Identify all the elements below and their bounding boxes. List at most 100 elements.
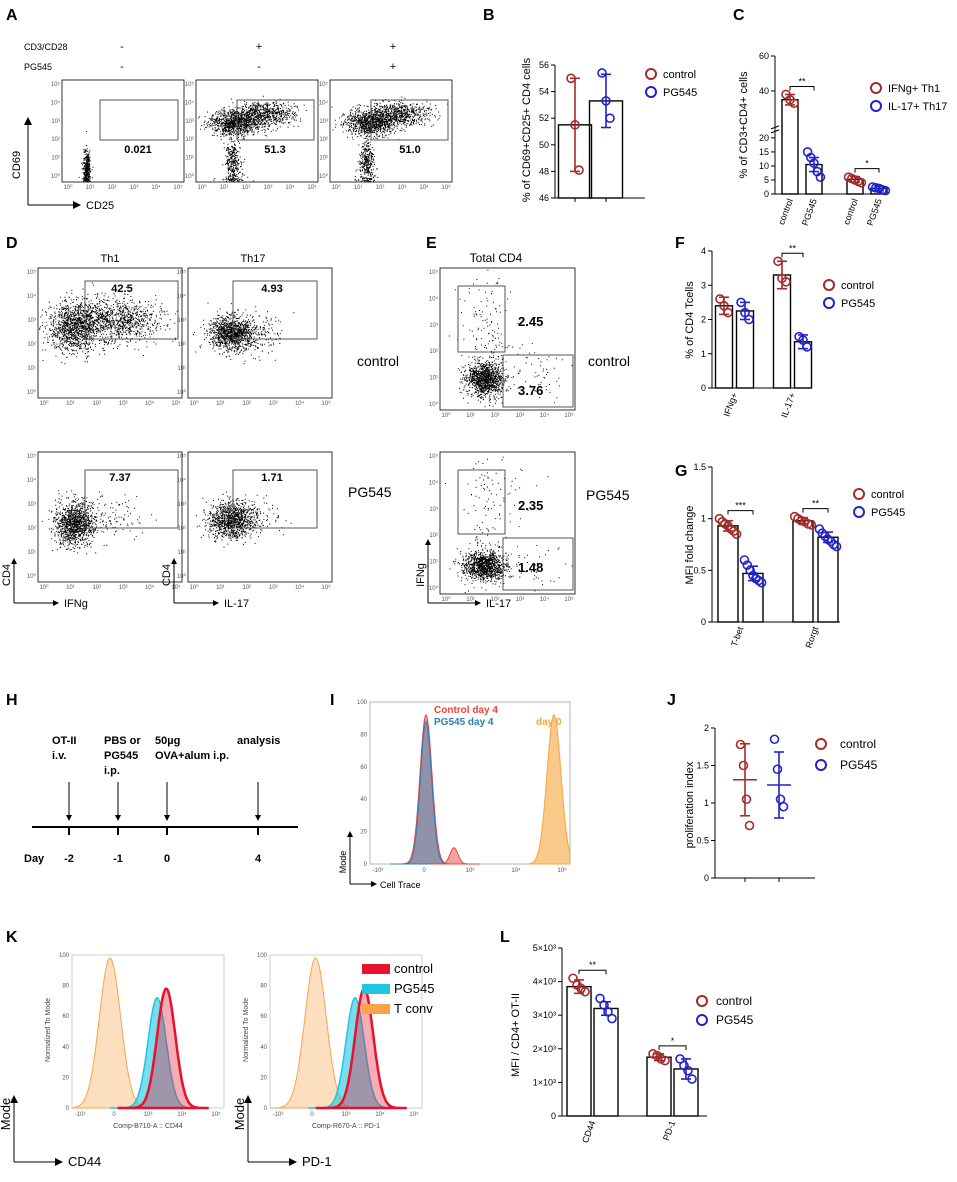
legend-marker-th1 (870, 82, 882, 94)
x-tick-label: -10³ (75, 1112, 86, 1118)
e-flow-control: 10⁰ 10¹ 10² 10³ 10⁴ 10⁵ 10⁰ 10¹ 10² 10³ 10⁴ 10⁵ 2.4… (429, 267, 576, 419)
x-tick-label: 10⁵ (564, 596, 574, 603)
timeline-day-label: Day (24, 853, 45, 865)
y-tick-label: 48 (539, 166, 549, 176)
gate-il17 (502, 354, 574, 408)
y-tick-label: 10⁰ (27, 573, 37, 580)
legend-label-control: control (394, 961, 433, 976)
bar (792, 520, 814, 623)
y-tick-label: 3 (701, 280, 706, 290)
y-tick-label: 80 (62, 984, 69, 990)
x-tick-label: 10² (242, 185, 251, 191)
data-point (778, 801, 789, 812)
y-tick-label: 20 (759, 133, 769, 143)
d-xlabel-ifng: IFNg (64, 598, 88, 610)
data-point (798, 335, 808, 345)
x-tick-label: 10³ (515, 597, 524, 603)
y-tick-label: 10¹ (27, 550, 36, 556)
x-tick-label: 10³ (130, 185, 139, 191)
k-histogram-pd1: 0 20 40 60 80 100 -10³ 0 10³ 10⁴ 10⁵ (257, 953, 419, 1118)
data-point (723, 307, 733, 318)
step-text-1: 50µg (155, 735, 180, 747)
data-point (856, 177, 867, 188)
x-tick-label: 10² (491, 413, 500, 419)
x-tick-label: 10¹ (216, 585, 225, 591)
data-point (736, 297, 746, 308)
data-point (740, 307, 750, 318)
chart-f: 0 1 2 3 4 IFNg+ IL-17+ ** (701, 243, 813, 419)
plot-frame (61, 79, 185, 183)
y-tick-label: 10¹ (27, 366, 36, 372)
k-side-label-2: Normalized To Mode (243, 998, 250, 1062)
y-tick-label: 10⁵ (27, 453, 37, 460)
gate-value: 0.021 (124, 144, 152, 156)
gate-ifng (457, 469, 506, 535)
y-tick-label: 60 (360, 765, 367, 771)
data-point (719, 300, 729, 311)
gate-value-ifng: 2.35 (518, 498, 543, 513)
data-point (773, 256, 783, 267)
a-cond1-cd3: - (120, 41, 124, 53)
y-tick-label: 46 (539, 193, 549, 203)
x-tick-label: 10³ (269, 585, 278, 591)
y-tick-label: 0 (764, 189, 769, 199)
step-text-1: OT-II (52, 735, 76, 747)
data-point (769, 734, 780, 745)
y-tick-label: 10⁰ (429, 585, 439, 592)
x-tick-label: 10² (491, 597, 500, 603)
y-tick-label: 10⁵ (177, 269, 187, 276)
gate (84, 469, 179, 529)
x-tick-label: 0 (422, 868, 426, 874)
y-tick-label: 10³ (319, 119, 328, 125)
significance-bracket (854, 168, 880, 173)
gate-value: 7.37 (109, 472, 130, 484)
x-tick-label: Rorgt (803, 625, 820, 650)
plot-frame (329, 79, 453, 183)
d-row-label-pg545: PG545 (348, 484, 392, 500)
d-xlabel-il17: IL-17 (224, 598, 249, 610)
gate-value-il17: 1.48 (518, 560, 543, 575)
i-ylabel: Mode (338, 851, 348, 874)
y-tick-label: 10³ (185, 119, 194, 125)
chart-b: 46 48 50 52 54 56 (539, 60, 645, 203)
y-tick-label: 5 (764, 175, 769, 185)
y-tick-label: 1 (701, 349, 706, 359)
a-cond2-cd3: + (256, 41, 262, 53)
j-ylabel: proliferation index (684, 761, 696, 848)
y-tick-label: 10¹ (429, 560, 438, 566)
data-point (580, 986, 590, 997)
gate-value: 1.71 (261, 472, 282, 484)
a-flow-plot-3: 10⁰ 10¹ 10² 10³ 10⁴ 10⁵ 10⁰ 10¹ 10² 10³ 10⁴ 10⁵ 51.… (319, 79, 453, 191)
step-text-1: PBS or (104, 735, 141, 747)
significance-label: ** (589, 960, 597, 970)
panel-b: B 46 48 50 52 54 56 % of CD69+CD25+ CD4 cells… (483, 7, 697, 203)
data-point (744, 314, 754, 325)
x-tick-label: 10⁴ (285, 184, 295, 191)
gate (99, 99, 179, 141)
data-point (880, 185, 891, 196)
significance-label: ** (798, 76, 806, 86)
l-legend: control PG545 (696, 994, 754, 1027)
data-point (568, 973, 578, 984)
event-dots (196, 491, 292, 548)
legend-swatch-pg545 (362, 984, 390, 994)
panel-letter-e: E (426, 235, 437, 252)
y-tick-label: 10⁰ (177, 573, 187, 580)
y-tick-label: 10² (51, 137, 60, 143)
y-tick-label: 4×10³ (533, 977, 556, 987)
i-legend-day0: day 0 (536, 717, 562, 728)
x-tick-label: 10¹ (466, 413, 475, 419)
legend-label-pg545: PG545 (841, 298, 875, 310)
x-tick-label: 10³ (515, 413, 524, 419)
y-tick-label: 10² (27, 342, 36, 348)
bar (593, 1007, 619, 1117)
y-tick-label: 60 (759, 51, 769, 61)
y-tick-label: 15 (759, 147, 769, 157)
g-ylabel: MFI fold change (684, 506, 696, 585)
gate-value: 51.3 (264, 144, 285, 156)
k-xlabel-cd44: CD44 (68, 1154, 101, 1169)
event-dots (41, 490, 157, 555)
